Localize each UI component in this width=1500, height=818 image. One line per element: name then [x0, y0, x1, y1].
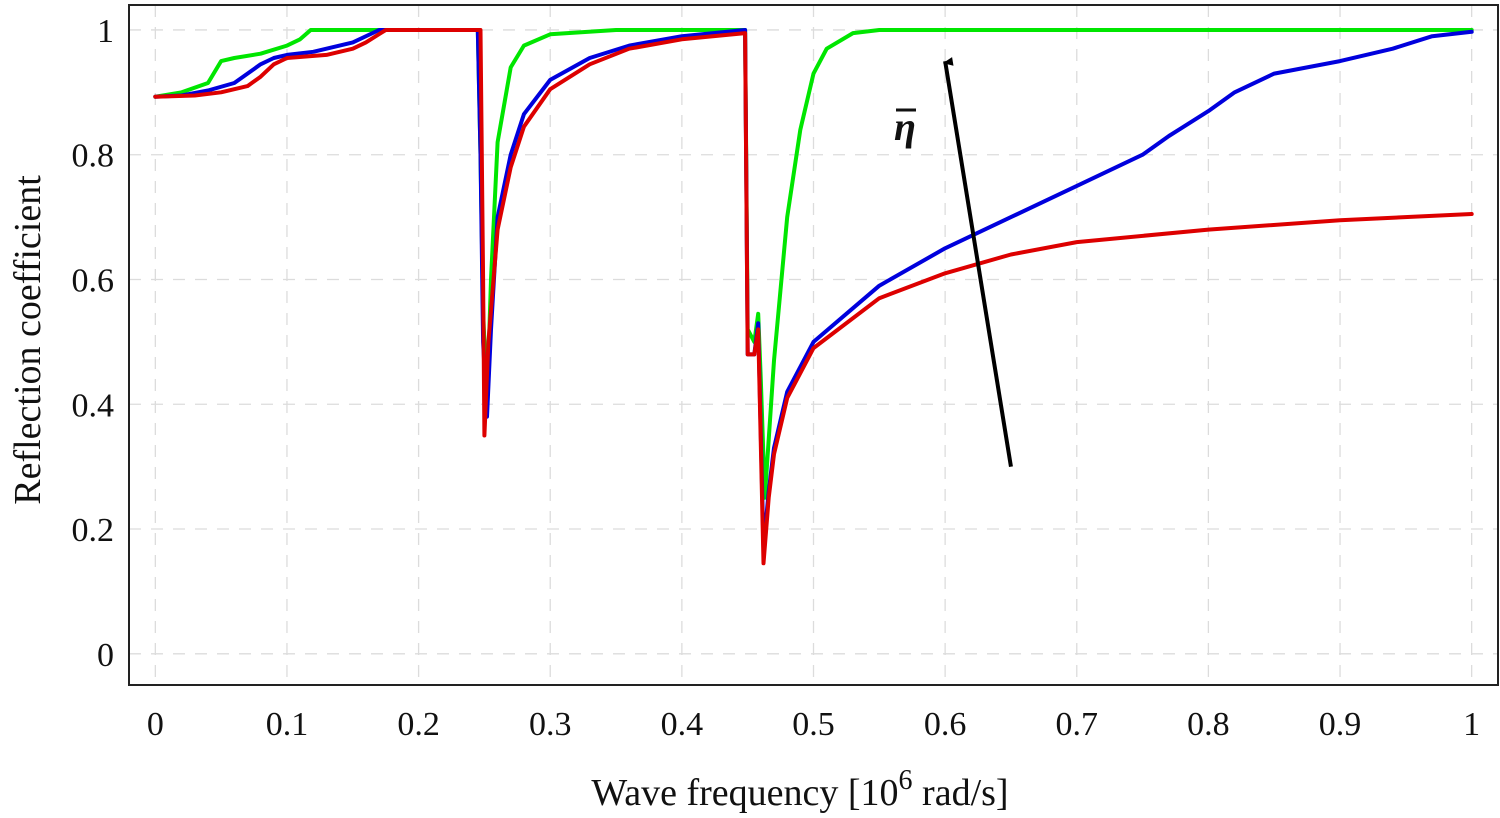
x-tick-label: 1	[1463, 706, 1480, 743]
series-group	[153, 28, 1474, 566]
x-tick-label: 0.7	[1056, 706, 1099, 743]
y-axis-label: Reflection coefficient	[7, 175, 49, 505]
tick-labels: 0 0.1 0.2 0.3 0.4 0.5 0.6 0.7 0.8 0.9 1 0 0.2 0.4 0.6 0…	[72, 13, 1481, 743]
y-tick-label: 1	[97, 13, 114, 50]
x-tick-label: 0.5	[792, 706, 835, 743]
x-axis-label: Wave frequency [106 rad/s]	[591, 765, 1008, 814]
x-tick-label: 0.2	[397, 706, 440, 743]
x-tick-label: 0.9	[1319, 706, 1362, 743]
x-tick-label: 0.6	[924, 706, 967, 743]
series-line-1	[153, 28, 1474, 500]
annotation-arrow	[942, 57, 1013, 467]
grid	[129, 5, 1498, 685]
y-tick-label: 0.4	[72, 387, 115, 424]
y-tick-label: 0.8	[72, 138, 115, 175]
x-tick-label: 0.1	[266, 706, 309, 743]
x-tick-label: 0.3	[529, 706, 572, 743]
annotation: η	[894, 57, 1013, 467]
x-tick-label: 0.8	[1187, 706, 1230, 743]
series-line-2	[153, 28, 1474, 550]
y-tick-label: 0.2	[72, 512, 115, 549]
y-tick-label: 0	[97, 637, 114, 674]
plot-frame	[128, 4, 1499, 686]
y-tick-label: 0.6	[72, 262, 115, 299]
x-tick-label: 0.4	[661, 706, 704, 743]
series-line-3	[153, 28, 1474, 566]
x-tick-label: 0	[147, 706, 164, 743]
eta-label: η	[894, 104, 916, 149]
